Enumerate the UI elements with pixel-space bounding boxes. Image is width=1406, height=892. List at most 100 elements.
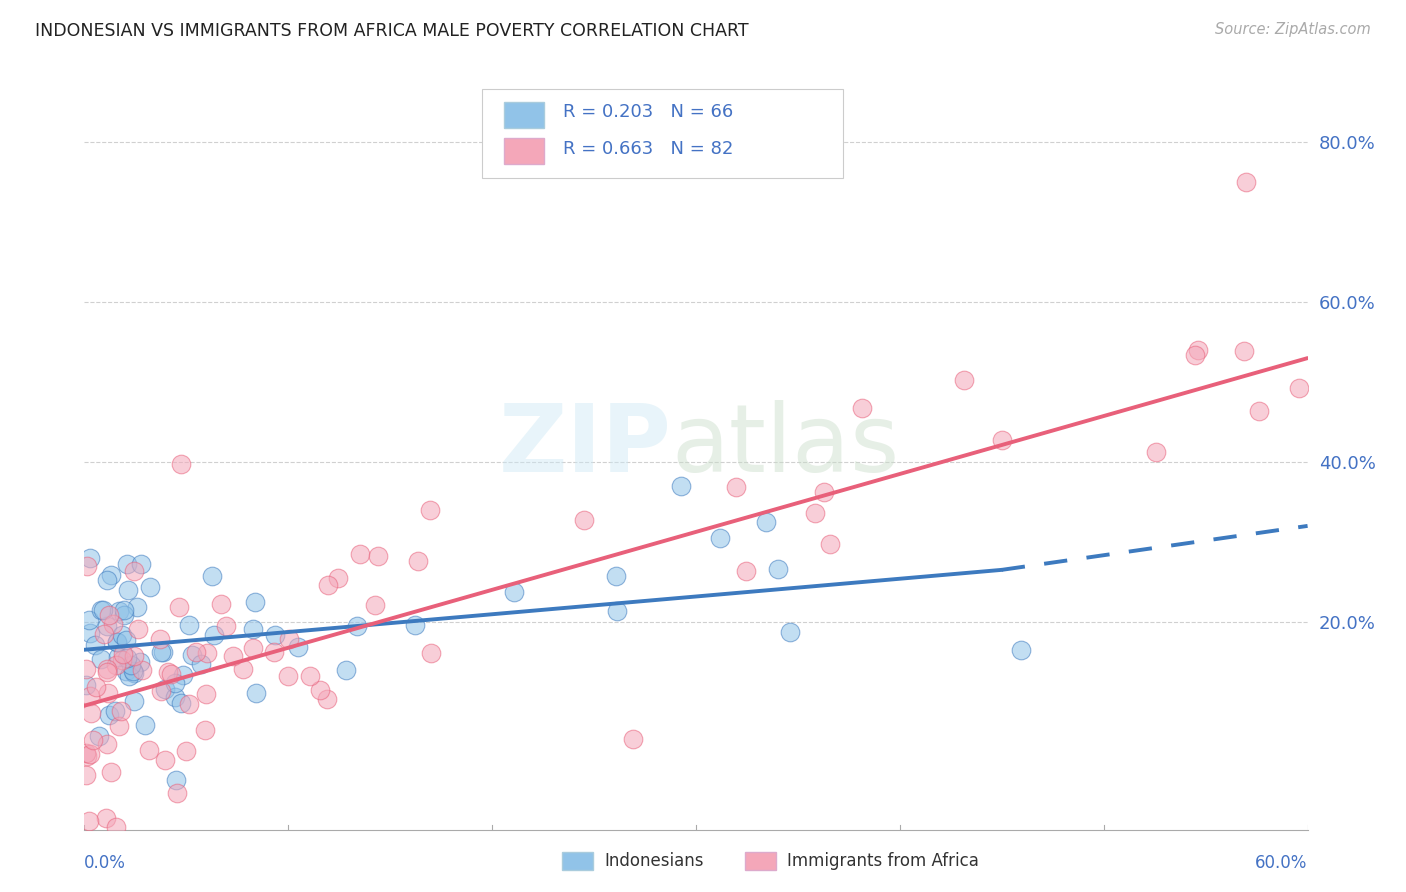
Point: [97, 685, 120, 699]
Point: [80, 706, 103, 720]
Point: [129, 558, 152, 572]
Point: [170, 696, 193, 710]
Point: [804, 506, 827, 520]
Point: [503, 584, 526, 599]
Point: [76, 559, 98, 574]
Point: [97, 607, 120, 622]
Point: [1144, 444, 1167, 458]
Point: [194, 723, 217, 737]
Point: [181, 648, 204, 663]
Point: [420, 646, 443, 660]
Point: [96, 737, 118, 751]
Point: [346, 619, 368, 633]
Point: [367, 549, 389, 563]
Point: [1187, 343, 1209, 358]
Point: [335, 663, 357, 677]
Point: [245, 595, 267, 609]
Point: [86, 680, 108, 694]
Point: [174, 744, 197, 758]
Point: [669, 479, 692, 493]
Point: [215, 618, 238, 632]
Point: [122, 666, 145, 681]
Point: [574, 513, 596, 527]
Point: [90, 603, 112, 617]
Text: 60.0%: 60.0%: [1256, 854, 1308, 871]
Point: [107, 649, 129, 664]
Point: [813, 485, 835, 500]
Point: [91, 603, 114, 617]
Point: [316, 692, 339, 706]
Point: [606, 604, 628, 618]
Point: [277, 669, 299, 683]
Point: [83, 638, 105, 652]
Point: [177, 618, 200, 632]
Point: [1184, 348, 1206, 362]
Point: [155, 753, 177, 767]
Point: [149, 684, 172, 698]
Point: [105, 820, 128, 834]
Point: [242, 622, 264, 636]
Point: [112, 603, 135, 617]
Point: [264, 628, 287, 642]
Point: [163, 676, 186, 690]
Text: Indonesians: Indonesians: [605, 852, 704, 870]
Point: [364, 598, 387, 612]
Point: [222, 648, 245, 663]
Point: [122, 694, 145, 708]
Point: [766, 562, 789, 576]
Point: [111, 628, 134, 642]
Point: [277, 632, 299, 647]
Point: [122, 564, 145, 578]
Point: [1249, 404, 1271, 418]
Point: [621, 731, 644, 746]
Point: [131, 663, 153, 677]
Point: [93, 627, 115, 641]
Bar: [503, 102, 544, 128]
Point: [96, 665, 118, 679]
Point: [166, 786, 188, 800]
Point: [165, 772, 187, 787]
Point: [298, 669, 321, 683]
Point: [245, 686, 267, 700]
Point: [112, 608, 135, 623]
Point: [157, 665, 180, 680]
Point: [75, 768, 97, 782]
Text: R = 0.663   N = 82: R = 0.663 N = 82: [562, 140, 733, 158]
Point: [75, 678, 97, 692]
Text: Source: ZipAtlas.com: Source: ZipAtlas.com: [1215, 22, 1371, 37]
Point: [79, 747, 101, 762]
Point: [287, 640, 309, 655]
Point: [779, 625, 801, 640]
Point: [87, 729, 110, 743]
Point: [242, 640, 264, 655]
Point: [328, 571, 350, 585]
Point: [818, 537, 841, 551]
Point: [79, 551, 101, 566]
Point: [605, 568, 627, 582]
Point: [90, 652, 112, 666]
Point: [404, 617, 426, 632]
Point: [232, 663, 254, 677]
Point: [115, 632, 138, 647]
Point: [75, 662, 97, 676]
Point: [77, 814, 100, 828]
Point: [77, 613, 100, 627]
Point: [82, 733, 104, 747]
Point: [195, 646, 218, 660]
Point: [79, 689, 101, 703]
Point: [117, 558, 139, 572]
Point: [155, 681, 177, 696]
Point: [172, 667, 194, 681]
Point: [709, 531, 731, 545]
Point: [117, 651, 139, 665]
Point: [167, 600, 190, 615]
Point: [170, 458, 193, 472]
Point: [120, 658, 142, 673]
Point: [186, 644, 208, 658]
Point: [96, 574, 118, 588]
Text: R = 0.203   N = 66: R = 0.203 N = 66: [562, 103, 733, 121]
Point: [104, 704, 127, 718]
Point: [79, 626, 101, 640]
Point: [190, 657, 212, 672]
Point: [755, 516, 778, 530]
